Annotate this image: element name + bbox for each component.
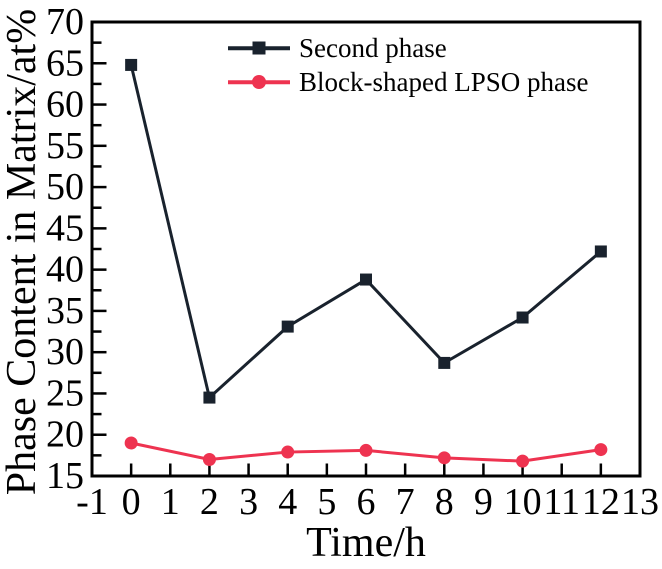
data-point-circle xyxy=(359,443,373,457)
data-point-circle xyxy=(437,451,451,465)
data-point-circle xyxy=(202,452,216,466)
data-point-square xyxy=(203,391,216,404)
x-tick-label: 11 xyxy=(543,481,580,523)
data-point-square xyxy=(438,356,451,369)
data-point-square xyxy=(125,58,138,71)
legend-item-second-phase: Second phase xyxy=(228,33,588,63)
x-tick-label: -1 xyxy=(76,481,108,523)
square-marker-icon xyxy=(252,41,266,55)
legend-item-lpso-phase: Block-shaped LPSO phase xyxy=(228,67,588,97)
x-tick-label: 10 xyxy=(504,481,542,523)
x-tick-label: 8 xyxy=(435,481,454,523)
y-tick-label: 20 xyxy=(46,414,84,456)
y-tick-label: 30 xyxy=(46,331,84,373)
legend-swatch-second-phase xyxy=(228,33,290,63)
legend-label-lpso-phase: Block-shaped LPSO phase xyxy=(299,66,589,97)
y-tick-label: 70 xyxy=(46,1,84,43)
data-point-square xyxy=(281,320,294,333)
x-tick-label: 7 xyxy=(396,481,415,523)
legend: Second phase Block-shaped LPSO phase xyxy=(228,33,588,97)
x-tick-label: 3 xyxy=(239,481,258,523)
legend-swatch-lpso-phase xyxy=(228,67,290,97)
plot-frame xyxy=(90,20,642,478)
data-point-circle xyxy=(124,436,138,450)
y-tick-label: 40 xyxy=(46,249,84,291)
data-point-circle xyxy=(594,443,608,457)
circle-marker-icon xyxy=(252,75,266,89)
x-tick-label: 12 xyxy=(582,481,620,523)
x-axis-title: Time/h xyxy=(306,520,426,566)
data-point-circle xyxy=(281,445,295,459)
y-tick-label: 65 xyxy=(46,42,84,84)
y-tick-label: 45 xyxy=(46,207,84,249)
series-line-0 xyxy=(129,64,602,401)
x-tick-label: 0 xyxy=(122,481,141,523)
y-tick-label: 55 xyxy=(46,125,84,167)
y-axis-title: Phase Content in Matrix/at% xyxy=(0,8,45,496)
data-point-circle xyxy=(516,454,530,468)
data-point-square xyxy=(360,273,372,286)
x-tick-label: 2 xyxy=(200,481,219,523)
x-tick-label: 9 xyxy=(474,481,493,523)
legend-label-second-phase: Second phase xyxy=(299,32,447,63)
x-tick-label: 1 xyxy=(161,481,180,523)
y-tick-label: 50 xyxy=(46,166,84,208)
x-tick-label: 4 xyxy=(278,481,297,523)
data-point-square xyxy=(516,311,529,324)
y-tick-label: 60 xyxy=(46,84,84,126)
y-tick-label: 25 xyxy=(46,372,84,414)
x-tick-label: 6 xyxy=(357,481,376,523)
y-tick-label: 15 xyxy=(46,455,84,497)
data-point-square xyxy=(594,245,607,258)
y-tick-label: 35 xyxy=(46,290,84,332)
x-tick-label: 13 xyxy=(621,481,659,523)
x-tick-label: 5 xyxy=(317,481,336,523)
